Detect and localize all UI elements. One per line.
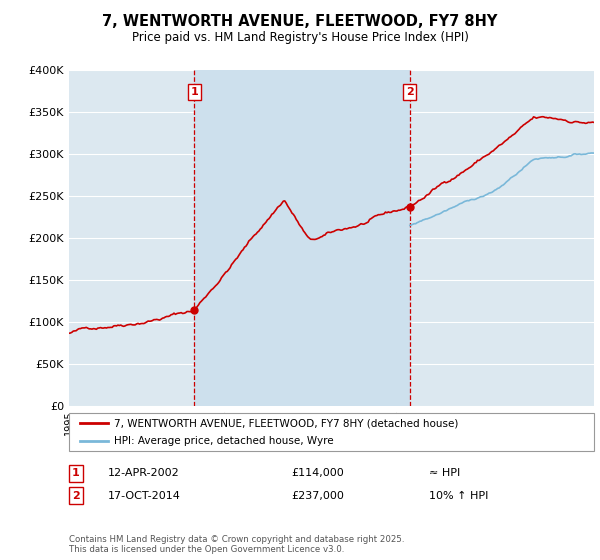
Bar <box>194 70 410 406</box>
Text: ≈ HPI: ≈ HPI <box>429 468 460 478</box>
Text: £237,000: £237,000 <box>291 491 344 501</box>
Text: Price paid vs. HM Land Registry's House Price Index (HPI): Price paid vs. HM Land Registry's House … <box>131 31 469 44</box>
Text: 1: 1 <box>190 87 198 97</box>
Text: 1: 1 <box>72 468 80 478</box>
Text: 7, WENTWORTH AVENUE, FLEETWOOD, FY7 8HY: 7, WENTWORTH AVENUE, FLEETWOOD, FY7 8HY <box>103 14 497 29</box>
Text: 12-APR-2002: 12-APR-2002 <box>108 468 180 478</box>
Text: HPI: Average price, detached house, Wyre: HPI: Average price, detached house, Wyre <box>114 436 334 446</box>
Text: 2: 2 <box>72 491 80 501</box>
Text: 10% ↑ HPI: 10% ↑ HPI <box>429 491 488 501</box>
Text: 2: 2 <box>406 87 413 97</box>
Text: Contains HM Land Registry data © Crown copyright and database right 2025.
This d: Contains HM Land Registry data © Crown c… <box>69 535 404 554</box>
Text: 7, WENTWORTH AVENUE, FLEETWOOD, FY7 8HY (detached house): 7, WENTWORTH AVENUE, FLEETWOOD, FY7 8HY … <box>114 418 458 428</box>
Text: £114,000: £114,000 <box>291 468 344 478</box>
Text: 17-OCT-2014: 17-OCT-2014 <box>108 491 181 501</box>
